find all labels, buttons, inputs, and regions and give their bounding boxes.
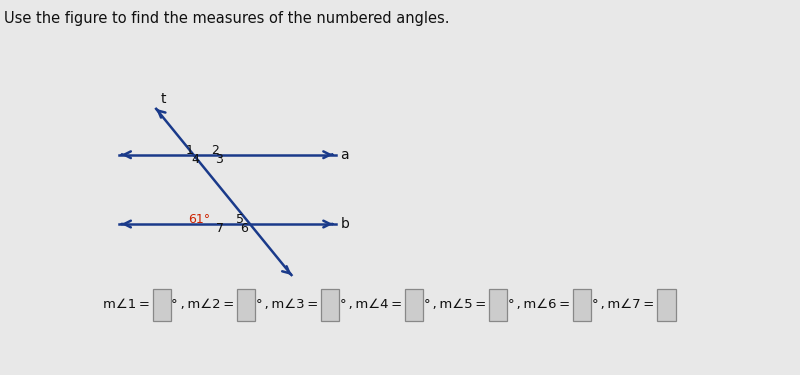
Text: °: ° [507, 298, 514, 311]
Text: t: t [161, 92, 166, 106]
Text: 3: 3 [215, 153, 223, 166]
Text: b: b [341, 217, 350, 231]
Bar [657, 289, 675, 321]
Text: , m∠5 =: , m∠5 = [430, 298, 489, 311]
Text: °: ° [591, 298, 598, 311]
Text: 7: 7 [216, 222, 224, 235]
Text: 1: 1 [186, 144, 194, 157]
Text: 5: 5 [236, 213, 244, 226]
Text: 4: 4 [191, 153, 198, 166]
Text: , m∠4 =: , m∠4 = [346, 298, 405, 311]
Bar [405, 289, 423, 321]
Text: 61°: 61° [188, 213, 210, 226]
Bar [489, 289, 507, 321]
Bar [237, 289, 255, 321]
Text: Use the figure to find the measures of the numbered angles.: Use the figure to find the measures of t… [4, 11, 450, 26]
Text: 2: 2 [211, 144, 219, 157]
Text: a: a [341, 148, 349, 162]
Text: °: ° [171, 298, 178, 311]
Text: , m∠3 =: , m∠3 = [262, 298, 321, 311]
Bar [573, 289, 591, 321]
Text: m∠1 =: m∠1 = [103, 298, 153, 311]
Text: , m∠7 =: , m∠7 = [598, 298, 657, 311]
Bar [153, 289, 171, 321]
Text: , m∠6 =: , m∠6 = [514, 298, 573, 311]
Text: 6: 6 [240, 222, 248, 235]
Text: °: ° [423, 298, 430, 311]
Text: °: ° [255, 298, 262, 311]
Text: , m∠2 =: , m∠2 = [178, 298, 237, 311]
Text: °: ° [339, 298, 346, 311]
Bar [321, 289, 339, 321]
